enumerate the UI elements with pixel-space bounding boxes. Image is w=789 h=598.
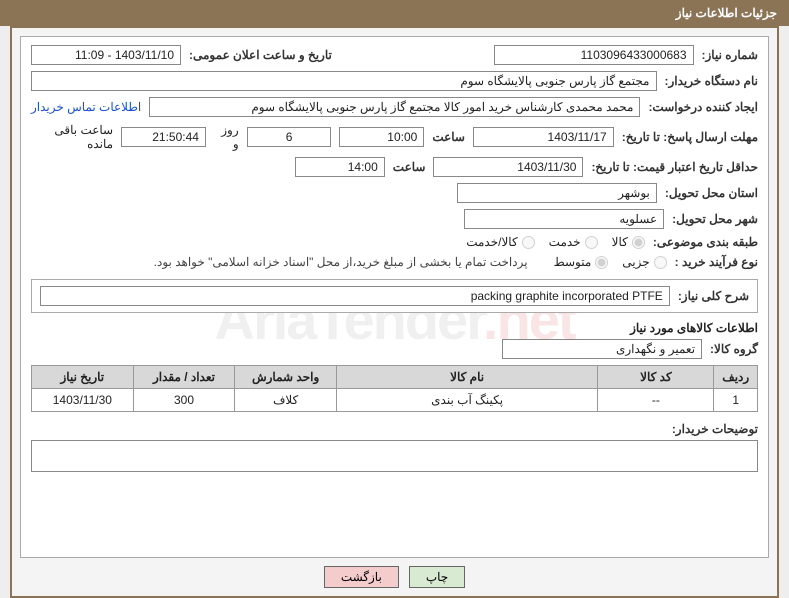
table-row: 1--پکینگ آب بندیکلاف3001403/11/30: [32, 389, 758, 412]
category-radio-label: خدمت: [549, 235, 581, 249]
purchase-type-radio-label: متوسط: [554, 255, 592, 269]
category-radio[interactable]: [585, 236, 598, 249]
creator-value: محمد محمدی کارشناس خرید امور کالا مجتمع …: [149, 97, 640, 117]
category-radio-label: کالا: [612, 235, 628, 249]
items-table: ردیفکد کالانام کالاواحد شمارشتعداد / مقد…: [31, 365, 758, 412]
category-label: طبقه بندی موضوعی:: [653, 235, 758, 249]
deadline-time-label: ساعت: [432, 130, 465, 144]
table-header: تعداد / مقدار: [133, 366, 235, 389]
announce-date-value: 1403/11/10 - 11:09: [31, 45, 181, 65]
category-radio-group: کالا خدمت کالا/خدمت: [466, 235, 645, 249]
deadline-time-value: 10:00: [339, 127, 424, 147]
purchase-type-label: نوع فرآیند خرید :: [675, 255, 758, 269]
outer-frame: AriaTender.net شماره نیاز: 1103096433000…: [10, 26, 779, 598]
purchase-type-radio-label: جزیی: [622, 255, 649, 269]
page-header: جزئیات اطلاعات نیاز: [0, 0, 789, 26]
buyer-org-value: مجتمع گاز پارس جنوبی پالایشگاه سوم: [31, 71, 657, 91]
contact-link[interactable]: اطلاعات تماس خریدار: [31, 100, 141, 114]
validity-label: حداقل تاریخ اعتبار قیمت: تا تاریخ:: [591, 160, 758, 174]
summary-label: شرح کلی نیاز:: [678, 289, 749, 303]
category-radio[interactable]: [522, 236, 535, 249]
validity-time-value: 14:00: [295, 157, 385, 177]
table-header: نام کالا: [336, 366, 597, 389]
back-button[interactable]: بازگشت: [324, 566, 399, 588]
table-header: ردیف: [714, 366, 758, 389]
table-cell: --: [598, 389, 714, 412]
table-cell: پکینگ آب بندی: [336, 389, 597, 412]
summary-value: packing graphite incorporated PTFE: [40, 286, 670, 306]
request-number-label: شماره نیاز:: [702, 48, 758, 62]
days-value: 6: [247, 127, 332, 147]
deadline-label: مهلت ارسال پاسخ: تا تاریخ:: [622, 130, 758, 144]
button-row: چاپ بازگشت: [20, 566, 769, 588]
print-button[interactable]: چاپ: [409, 566, 465, 588]
city-label: شهر محل تحویل:: [672, 212, 758, 226]
province-label: استان محل تحویل:: [665, 186, 758, 200]
purchase-type-option[interactable]: جزیی: [622, 255, 666, 269]
request-number-value: 1103096433000683: [494, 45, 694, 65]
payment-note: پرداخت تمام یا بخشی از مبلغ خرید،از محل …: [154, 255, 528, 269]
purchase-type-radio-group: جزیی متوسط: [554, 255, 667, 269]
province-value: بوشهر: [457, 183, 657, 203]
buyer-desc-label: توضیحات خریدار:: [672, 422, 758, 436]
purchase-type-option[interactable]: متوسط: [554, 255, 609, 269]
validity-date-value: 1403/11/30: [433, 157, 583, 177]
city-value: عسلویه: [464, 209, 664, 229]
category-radio[interactable]: [632, 236, 645, 249]
category-radio-label: کالا/خدمت: [466, 235, 517, 249]
table-header: تاریخ نیاز: [32, 366, 134, 389]
days-label: روز و: [214, 123, 239, 151]
creator-label: ایجاد کننده درخواست:: [648, 100, 758, 114]
deadline-date-value: 1403/11/17: [473, 127, 614, 147]
category-option[interactable]: خدمت: [549, 235, 598, 249]
group-label: گروه کالا:: [710, 342, 758, 356]
validity-time-label: ساعت: [393, 160, 426, 174]
main-panel: AriaTender.net شماره نیاز: 1103096433000…: [20, 36, 769, 558]
buyer-org-label: نام دستگاه خریدار:: [665, 74, 759, 88]
table-header: واحد شمارش: [235, 366, 337, 389]
countdown-value: 21:50:44: [121, 127, 206, 147]
table-cell: 1: [714, 389, 758, 412]
announce-date-label: تاریخ و ساعت اعلان عمومی:: [189, 48, 332, 62]
category-option[interactable]: کالا/خدمت: [466, 235, 534, 249]
remain-label: ساعت باقی مانده: [31, 123, 113, 151]
buyer-desc-box: [31, 440, 758, 472]
table-cell: 300: [133, 389, 235, 412]
table-header: کد کالا: [598, 366, 714, 389]
category-option[interactable]: کالا: [612, 235, 645, 249]
table-cell: 1403/11/30: [32, 389, 134, 412]
items-section-header: اطلاعات کالاهای مورد نیاز: [31, 321, 758, 335]
purchase-type-radio[interactable]: [654, 256, 667, 269]
table-cell: کلاف: [235, 389, 337, 412]
purchase-type-radio[interactable]: [595, 256, 608, 269]
group-value: تعمیر و نگهداری: [502, 339, 702, 359]
